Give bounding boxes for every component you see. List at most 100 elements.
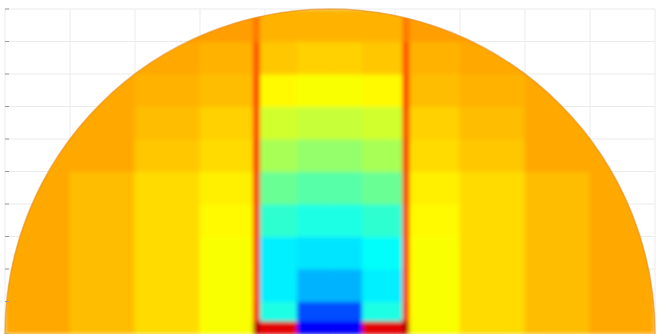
cell [253,41,261,75]
cell [135,321,201,334]
cell [200,106,255,140]
cell [135,171,201,205]
cell [409,9,460,42]
cell [590,321,656,334]
cell [409,74,460,108]
cell [362,139,404,173]
cell [409,139,460,173]
cell [590,301,656,322]
cell [403,321,411,334]
cell [403,9,411,42]
cell [5,269,71,303]
tick [5,106,9,107]
cell [525,236,591,270]
cell [260,41,298,75]
tick [5,74,9,75]
cell [460,269,526,303]
cell [200,204,255,238]
cell [135,41,201,75]
cell [260,204,298,238]
tick [5,204,9,205]
tick [5,171,9,172]
cell [70,9,136,42]
cell [135,9,201,42]
cell [409,269,460,303]
cell [525,41,591,75]
cell [70,269,136,303]
cell [5,74,71,108]
tick [5,41,9,42]
cell [362,74,404,108]
cell [403,301,411,322]
cell [362,171,404,205]
cell [297,74,331,108]
cell [5,9,71,42]
cell [5,139,71,173]
cell [330,139,364,173]
cell [330,236,364,270]
cell [135,74,201,108]
cell [253,236,261,270]
cell [297,321,331,334]
cells [5,9,655,334]
cell [260,171,298,205]
cell [5,171,71,205]
cell [362,204,404,238]
cell [5,321,71,334]
cell [260,74,298,108]
cell [70,41,136,75]
cell [253,204,261,238]
cell [590,204,656,238]
cell [200,301,255,322]
cell [135,236,201,270]
cell [5,301,71,322]
grid [5,9,655,334]
cell [253,321,261,334]
cell [403,139,411,173]
cell [260,139,298,173]
cell [260,321,298,334]
chart [0,0,657,334]
cell [330,41,364,75]
cell [403,74,411,108]
cell [460,236,526,270]
cell [70,171,136,205]
cell [590,9,656,42]
cell [253,106,261,140]
cell [297,269,331,303]
cell [253,171,261,205]
cell [590,139,656,173]
cell [70,204,136,238]
cell [5,106,71,140]
cell [297,301,331,322]
cell [460,171,526,205]
cell [525,321,591,334]
cell [525,204,591,238]
cell [260,301,298,322]
heatmap [5,9,656,334]
cell [330,204,364,238]
cell [297,41,331,75]
cell [409,204,460,238]
cell [135,204,201,238]
cell [362,321,404,334]
cell [330,74,364,108]
cell [460,301,526,322]
cell [362,269,404,303]
cell [330,106,364,140]
cell [525,106,591,140]
cell [135,269,201,303]
cell [5,204,71,238]
cell [70,321,136,334]
cell [460,106,526,140]
cell [260,269,298,303]
cell [200,41,255,75]
cell [253,9,261,42]
cell [260,9,298,42]
cell [297,106,331,140]
rim [5,9,655,334]
cell [460,74,526,108]
cell [200,74,255,108]
cell [403,236,411,270]
cell [525,269,591,303]
